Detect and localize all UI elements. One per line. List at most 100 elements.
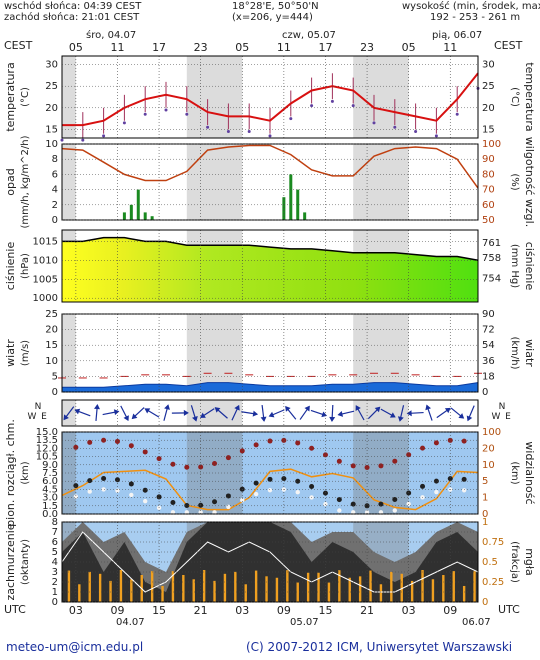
cloud-top-point [433, 440, 439, 446]
left-axis-label-precip: opad [4, 168, 17, 195]
fog-bar [109, 580, 112, 602]
arrow-head [192, 415, 198, 422]
precip-bar [303, 212, 307, 220]
visibility-line [61, 468, 479, 511]
left-axis-unit-temperature: (°C) [20, 87, 31, 107]
day-label-3: pią, 06.07 [432, 30, 483, 41]
tick-right-wind: 54 [482, 340, 495, 351]
tick-left-pressure: 1000 [33, 293, 58, 304]
left-axis-unit-wind: (m/s) [20, 340, 31, 366]
tick-right-clouds_base: 1 [482, 493, 488, 504]
wind-direction-arrow [231, 404, 240, 421]
tick-left-cloudiness: 4 [52, 557, 58, 568]
arrow-head [466, 415, 473, 422]
arrow-head [214, 407, 221, 413]
wind-direction-arrow [120, 405, 129, 422]
fog-bar [161, 585, 164, 602]
cloud-mid-point [447, 476, 453, 482]
left-axis-label-pressure: ciśnienie [4, 242, 17, 291]
cloud-top-point [225, 455, 231, 461]
cloud-top-point [212, 461, 218, 467]
arrow-head [406, 410, 412, 417]
cloud-top-point [128, 443, 134, 449]
dewpoint-point [455, 112, 459, 116]
tick-right-wind: 90 [482, 309, 495, 320]
dewpoint-point [60, 138, 64, 142]
cloud-mid-point [267, 476, 273, 482]
tick-right-precip: 100 [482, 139, 501, 150]
cloud-mid-point [406, 490, 412, 496]
arrow-head [131, 413, 138, 420]
cloud-base-point [184, 510, 189, 515]
fog-bar [171, 571, 175, 602]
hour-bottom-label: 15 [152, 604, 166, 617]
tick-left-clouds_base: 12.0 [36, 443, 58, 454]
arrow-head [397, 416, 404, 422]
tick-left-temperature: 15 [45, 124, 58, 135]
cloud-mid-point [128, 481, 134, 487]
tick-right-temperature: 15 [482, 124, 495, 135]
cloud-base-point [87, 489, 92, 494]
fog-bar [192, 579, 195, 602]
cloud-base-point [461, 488, 467, 493]
tick-right-clouds_base: 20 [482, 443, 495, 454]
right-axis-label-precip: wilgotność wzgl. [523, 137, 536, 227]
cloud-mid-point [364, 503, 370, 509]
left-axis-label-cloudiness: zachmurzenie [4, 523, 17, 600]
dewpoint-point [247, 130, 251, 134]
cloud-top-point [295, 440, 301, 446]
precip-bar [122, 212, 126, 220]
tick-left-clouds_base: 1.5 [42, 501, 58, 512]
tick-right-wind: 0 [482, 387, 488, 398]
dewpoint-point [372, 121, 376, 125]
tick-left-clouds_base: 7.5 [42, 468, 58, 479]
left-axis-unit-cloudiness: (oktanty) [20, 539, 31, 585]
tick-right-clouds_base: 10 [482, 460, 495, 471]
tick-left-clouds_base: 9.0 [42, 460, 58, 471]
arrow-head [329, 416, 336, 422]
dewpoint-point [268, 134, 272, 138]
arrow-head [123, 415, 129, 422]
fog-bar [78, 584, 81, 602]
tick-right-cloudiness: 0 [482, 597, 488, 608]
wind-direction-arrow [380, 408, 396, 418]
sunset-text: zachód słońca: 21:01 CEST [4, 12, 140, 23]
wind-direction-arrow [171, 409, 189, 416]
precip-bar [282, 197, 286, 220]
wind-direction-arrow [74, 408, 91, 417]
tick-left-temperature: 30 [45, 60, 58, 71]
arrow-head [200, 412, 206, 418]
tick-left-clouds_base: 6.0 [42, 476, 58, 487]
cloud-top-point [322, 452, 328, 458]
dewpoint-point [102, 134, 106, 138]
cloud-mid-point [198, 502, 204, 508]
wind-direction-arrow [260, 404, 267, 422]
night-band-precip-1 [186, 144, 243, 220]
night-band-temperature-1 [186, 56, 243, 138]
right-axis-unit-pressure: (mm Hg) [509, 244, 520, 288]
footer-email[interactable]: meteo-um@icm.edu.pl [6, 640, 144, 654]
cloud-top-point [364, 465, 370, 471]
fog-bar [452, 571, 455, 602]
fog-bar [400, 573, 403, 602]
fog-bar [244, 584, 247, 602]
right-axis-unit-temperature: (°C) [509, 87, 520, 107]
arrow-head [94, 404, 101, 410]
cloud-base-point [337, 508, 342, 513]
cloud-base-point [364, 510, 370, 515]
wind-direction-arrow [299, 405, 310, 420]
precip-bar [136, 189, 140, 220]
wind-direction-arrow [355, 405, 365, 421]
cloud-top-point [170, 461, 176, 467]
fog-bar [327, 582, 331, 602]
tick-right-precip: 60 [482, 200, 495, 211]
fog-bar [296, 582, 299, 602]
tick-left-precip: 6 [52, 169, 58, 180]
dewpoint-point [122, 121, 126, 125]
fog-bar [348, 577, 351, 602]
tick-left-cloudiness: 0 [52, 597, 58, 608]
cloud-base-point [253, 491, 259, 497]
cloud-mid-point [87, 478, 93, 484]
tz-right: CEST [494, 39, 523, 52]
arrow-head [389, 412, 396, 418]
